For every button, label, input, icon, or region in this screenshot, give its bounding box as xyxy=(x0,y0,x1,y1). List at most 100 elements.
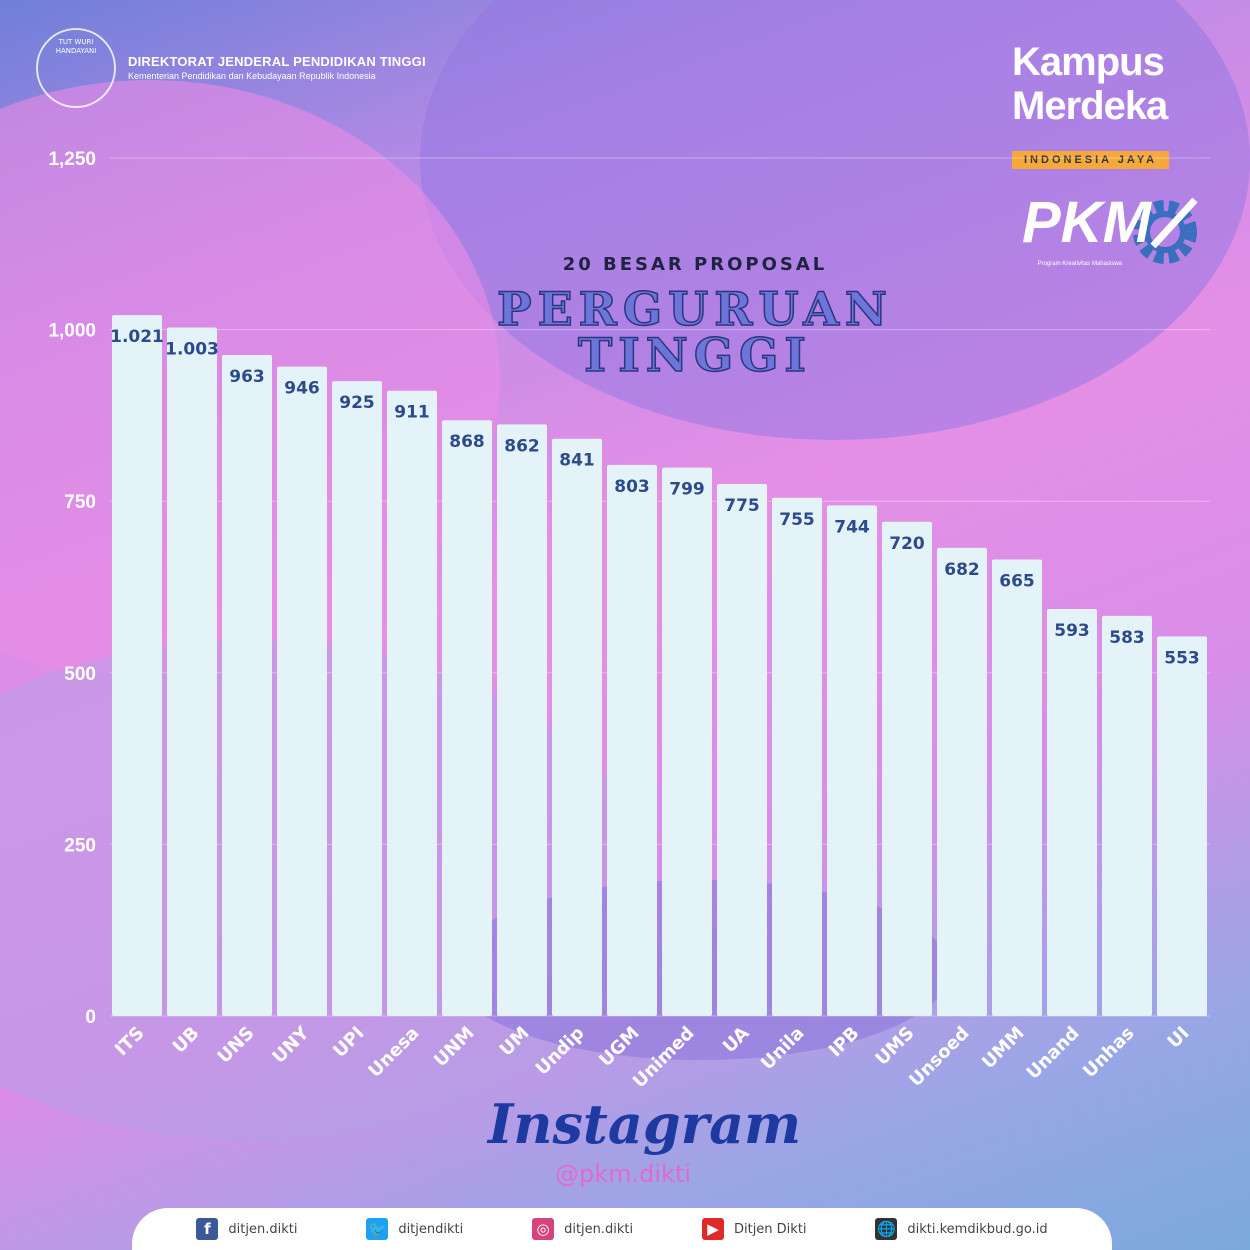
bar xyxy=(497,424,547,1016)
x-tick-label: UM xyxy=(496,1023,534,1061)
logo-text: PKM xyxy=(1022,190,1151,255)
chart-title: 20 BESAR PROPOSAL xyxy=(562,254,828,275)
x-tick-label: Unand xyxy=(1023,1023,1084,1084)
bar xyxy=(662,467,712,1016)
social-link-globe[interactable]: 🌐 dikti.kemdikbud.go.id xyxy=(875,1218,1048,1240)
twitter-icon: 🐦 xyxy=(366,1218,389,1240)
bar-value-label: 583 xyxy=(1109,628,1145,648)
social-footer: f ditjen.dikti 🐦 ditjendikti ◎ ditjen.dikti ▶ D… xyxy=(132,1208,1112,1250)
bar xyxy=(937,547,987,1016)
globe-icon: 🌐 xyxy=(875,1218,898,1240)
bar xyxy=(1157,636,1207,1016)
bar-value-label: 744 xyxy=(834,517,870,537)
bar-value-label: 868 xyxy=(449,432,485,452)
x-tick-label: UPI xyxy=(329,1023,368,1062)
bar-value-label: 862 xyxy=(504,436,540,456)
x-tick-label: UMS xyxy=(872,1023,919,1070)
social-link-youtube[interactable]: ▶ Ditjen Dikti xyxy=(701,1218,807,1240)
y-tick-label: 0 xyxy=(85,1007,96,1028)
bar xyxy=(607,464,657,1016)
bar-value-label: 925 xyxy=(339,393,375,413)
y-tick-label: 750 xyxy=(64,492,96,513)
pkm-logo: PKM Program Kreativitas Mahasiswa xyxy=(1022,190,1151,267)
bar-value-label: 593 xyxy=(1054,621,1090,641)
social-label: ditjendikti xyxy=(398,1221,464,1237)
bar xyxy=(992,559,1042,1016)
x-tick-label: Unsoed xyxy=(905,1023,973,1091)
bar-value-label: 1.003 xyxy=(165,340,219,360)
x-tick-label: UMM xyxy=(978,1023,1029,1074)
bar xyxy=(772,497,822,1016)
social-link-instagram[interactable]: ◎ ditjen.dikti xyxy=(532,1218,633,1240)
y-tick-label: 250 xyxy=(64,835,96,856)
bar xyxy=(1047,608,1097,1016)
x-tick-label: UA xyxy=(719,1023,754,1058)
chart-subtitle: PERGURUAN TINGGI xyxy=(496,282,893,382)
x-tick-label: IPB xyxy=(825,1023,864,1062)
bar-value-label: 553 xyxy=(1164,648,1200,668)
bar-value-label: 720 xyxy=(889,534,925,554)
instagram-title: Instagram xyxy=(488,1092,802,1156)
gear-icon xyxy=(1133,197,1198,264)
social-label: ditjen.dikti xyxy=(564,1221,634,1237)
bar-value-label: 775 xyxy=(724,496,760,516)
bar-value-label: 755 xyxy=(779,510,815,530)
logo-text: Kampus xyxy=(1012,40,1165,84)
x-tick-label: Unhas xyxy=(1079,1023,1138,1082)
bar xyxy=(167,327,217,1017)
y-tick-label: 500 xyxy=(64,664,96,685)
header: DIREKTORAT JENDERAL PENDIDIKAN TINGGI Ke… xyxy=(128,54,426,81)
social-label: Ditjen Dikti xyxy=(733,1221,807,1237)
bar xyxy=(277,366,327,1016)
bar xyxy=(387,390,437,1017)
emblem-text: TUT WURI HANDAYANI xyxy=(55,38,97,55)
x-tick-label: UGM xyxy=(595,1023,643,1071)
bar-value-label: 963 xyxy=(229,367,265,387)
bar xyxy=(442,420,492,1016)
x-tick-label: ITS xyxy=(111,1023,148,1060)
x-tick-label: Undip xyxy=(532,1023,589,1080)
y-tick-label: 1,000 xyxy=(48,321,96,342)
x-tick-label: UB xyxy=(169,1023,204,1058)
bar-value-label: 799 xyxy=(669,480,705,500)
org-subtitle: Kementerian Pendidikan dan Kebudayaan Re… xyxy=(128,71,376,81)
tut-wuri-handayani-emblem: TUT WURI HANDAYANI xyxy=(36,28,116,108)
bar xyxy=(332,381,382,1017)
x-tick-label: UI xyxy=(1164,1023,1194,1053)
y-tick-label: 1,250 xyxy=(48,149,96,170)
x-tick-label: UNS xyxy=(214,1023,259,1068)
bar-value-label: 946 xyxy=(284,379,320,399)
logo-subtext: Program Kreativitas Mahasiswa xyxy=(1037,261,1122,267)
bar xyxy=(222,354,272,1016)
social-link-twitter[interactable]: 🐦 ditjendikti xyxy=(366,1218,463,1240)
x-tick-label: UNM xyxy=(430,1023,479,1072)
bar xyxy=(552,438,602,1016)
bar xyxy=(827,505,877,1016)
x-tick-label: Unimed xyxy=(629,1023,699,1093)
bar-value-label: 1.021 xyxy=(110,327,164,347)
bar-value-label: 665 xyxy=(999,572,1035,592)
bar xyxy=(882,521,932,1016)
social-label: ditjen.dikti xyxy=(228,1221,298,1237)
x-tick-label: UNY xyxy=(268,1022,314,1068)
bar-value-label: 911 xyxy=(394,403,430,423)
bar-value-label: 803 xyxy=(614,477,650,497)
bar-value-label: 841 xyxy=(559,451,595,471)
org-title: DIREKTORAT JENDERAL PENDIDIKAN TINGGI xyxy=(128,54,426,69)
kampus-merdeka-logo: Kampus Merdeka INDONESIA JAYA xyxy=(1012,40,1170,172)
bar xyxy=(1102,615,1152,1016)
bar xyxy=(112,315,162,1016)
bg-blob xyxy=(420,0,1250,440)
x-tick-label: Unila xyxy=(757,1023,809,1075)
instagram-handle[interactable]: @pkm.dikti xyxy=(555,1160,692,1188)
instagram-icon: ◎ xyxy=(532,1218,555,1240)
youtube-icon: ▶ xyxy=(701,1218,724,1240)
bar xyxy=(717,484,767,1016)
logo-text: Merdeka xyxy=(1012,84,1168,128)
x-tick-label: Unesa xyxy=(364,1023,423,1082)
bar-value-label: 682 xyxy=(944,560,980,580)
logo-ribbon: INDONESIA JAYA xyxy=(1012,151,1170,169)
facebook-icon: f xyxy=(196,1218,219,1240)
social-link-facebook[interactable]: f ditjen.dikti xyxy=(196,1218,297,1240)
